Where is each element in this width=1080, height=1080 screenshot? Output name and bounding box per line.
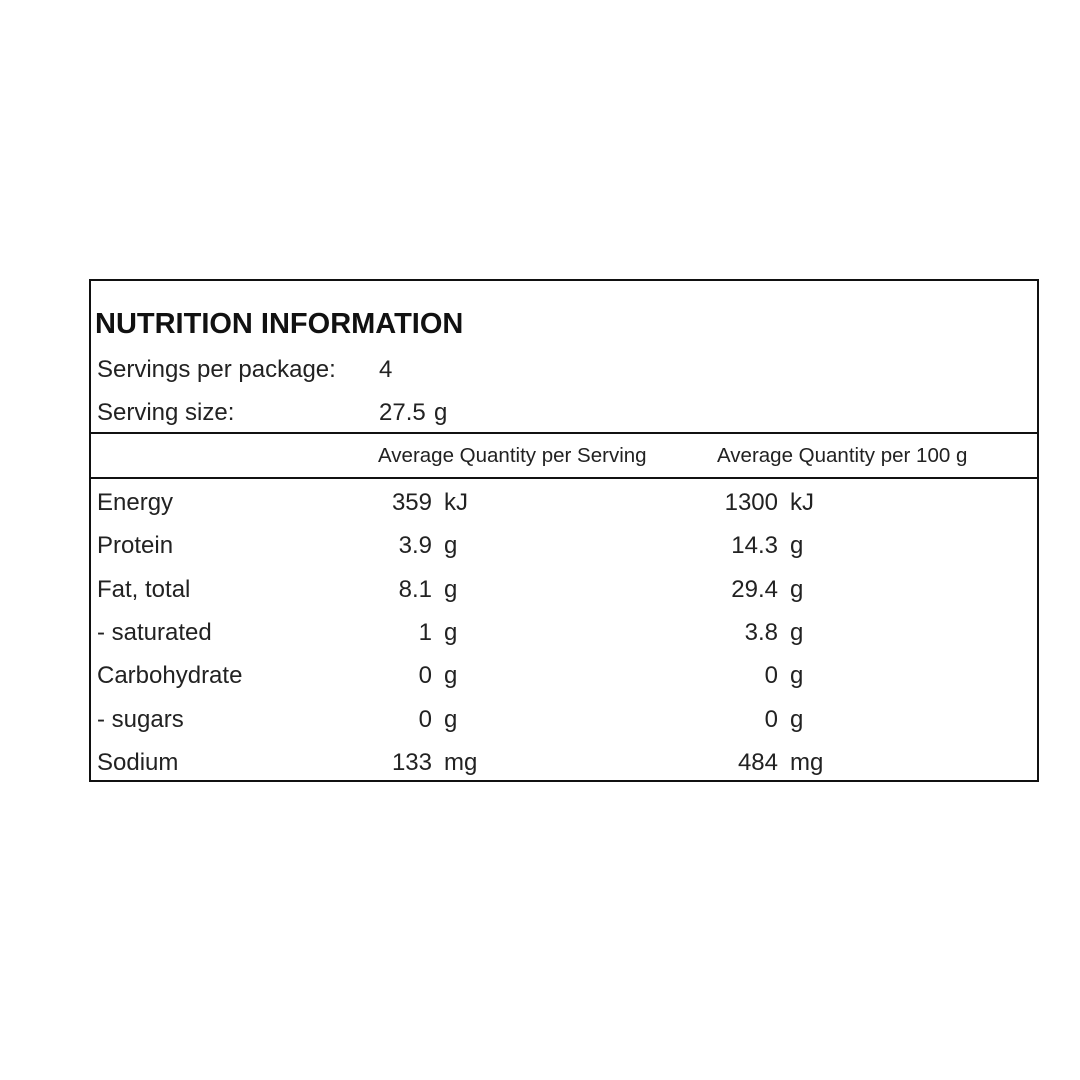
per-100g-value: 3.8 xyxy=(744,618,778,646)
serving-size-value: 27.5 xyxy=(379,399,426,426)
per-serving-value: 0 xyxy=(418,662,432,690)
column-header: Average Quantity per 100 g xyxy=(717,444,968,467)
per-serving-value: 3.9 xyxy=(398,532,432,560)
per-serving-unit: g xyxy=(444,618,458,646)
nutrient-name: Protein xyxy=(97,532,174,560)
per-100g-unit: g xyxy=(790,705,804,733)
rule xyxy=(91,477,1037,479)
servings-value: 4 xyxy=(379,356,393,383)
per-serving-value: 0 xyxy=(418,705,432,733)
nutrient-name: - sugars xyxy=(97,705,184,733)
per-100g-unit: kJ xyxy=(790,489,814,516)
per-100g-value: 0 xyxy=(764,662,778,690)
nutrient-name: - saturated xyxy=(97,618,212,646)
per-serving-value: 359 xyxy=(391,489,432,516)
serving-size-label: Serving size: xyxy=(97,399,235,426)
per-100g-unit: g xyxy=(790,575,804,603)
title: NUTRITION INFORMATION xyxy=(95,308,464,340)
serving-size-unit: g xyxy=(434,399,448,426)
per-100g-value: 14.3 xyxy=(731,532,778,560)
per-100g-unit: g xyxy=(790,532,804,560)
nutrition-panel: NUTRITION INFORMATION Servings per packa… xyxy=(89,279,1039,782)
nutrient-name: Carbohydrate xyxy=(97,662,243,690)
column-header: Average Quantity per Serving xyxy=(378,444,647,467)
nutrient-name: Sodium xyxy=(97,748,179,776)
per-serving-unit: kJ xyxy=(444,489,468,516)
nutrient-name: Fat, total xyxy=(97,575,191,603)
per-serving-unit: mg xyxy=(444,748,478,776)
per-100g-unit: g xyxy=(790,662,804,690)
per-100g-value: 0 xyxy=(764,705,778,733)
servings-label: Servings per package: xyxy=(97,356,336,383)
per-100g-value: 484 xyxy=(737,748,778,776)
per-serving-unit: g xyxy=(444,662,458,690)
per-serving-value: 1 xyxy=(418,618,432,646)
per-serving-value: 8.1 xyxy=(398,575,432,603)
per-100g-unit: mg xyxy=(790,748,824,776)
per-serving-unit: g xyxy=(444,705,458,733)
per-serving-value: 133 xyxy=(391,748,432,776)
per-serving-unit: g xyxy=(444,532,458,560)
per-100g-unit: g xyxy=(790,618,804,646)
nutrient-name: Energy xyxy=(97,489,174,516)
rule xyxy=(91,432,1037,434)
per-100g-value: 1300 xyxy=(724,489,778,516)
per-serving-unit: g xyxy=(444,575,458,603)
per-100g-value: 29.4 xyxy=(731,575,778,603)
